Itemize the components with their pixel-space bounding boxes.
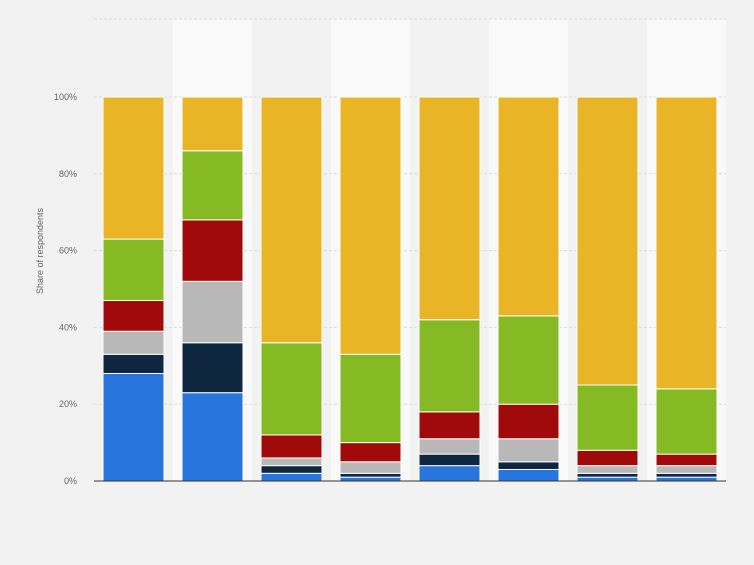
bar-segment[interactable] [497, 96, 560, 317]
y-tick-label: 60% [59, 246, 77, 256]
y-tick-label: 80% [59, 169, 77, 179]
bar-segment[interactable] [102, 300, 165, 332]
bar-segment[interactable] [181, 96, 244, 152]
bar-segment[interactable] [181, 342, 244, 394]
bar-segment[interactable] [260, 472, 323, 482]
bar-segment[interactable] [102, 330, 165, 355]
bar-segment[interactable] [339, 472, 402, 478]
bar-segment[interactable] [655, 388, 718, 455]
bar-segment[interactable] [418, 438, 481, 455]
bar-segment[interactable] [102, 96, 165, 240]
bar-segment[interactable] [497, 315, 560, 405]
y-axis-label: Share of respondents [35, 207, 45, 294]
bar-segment[interactable] [576, 449, 639, 467]
bar-segment[interactable] [260, 465, 323, 474]
bar-segment[interactable] [418, 319, 481, 413]
bar-segment[interactable] [418, 465, 481, 482]
bar-segment[interactable] [181, 392, 244, 482]
bar-segment[interactable] [655, 476, 718, 482]
bar-segment[interactable] [181, 150, 244, 221]
bar-segment[interactable] [339, 353, 402, 444]
bar-segment[interactable] [576, 472, 639, 478]
y-tick-label: 100% [54, 92, 77, 102]
bar-segment[interactable] [418, 96, 481, 321]
bar-segment[interactable] [497, 403, 560, 440]
bar-segment[interactable] [655, 96, 718, 390]
bar-segment[interactable] [418, 411, 481, 440]
bar-segment[interactable] [181, 280, 244, 344]
bar-segment[interactable] [260, 342, 323, 436]
y-tick-label: 20% [59, 399, 77, 409]
bar-segment[interactable] [260, 457, 323, 467]
y-axis-ticks: 0% 20% 40% 60% 80% 100% [54, 92, 77, 486]
bar-segment[interactable] [576, 465, 639, 474]
bar-segment[interactable] [260, 434, 323, 459]
bar-segment[interactable] [339, 442, 402, 463]
bar-segment[interactable] [339, 96, 402, 355]
bar-segment[interactable] [102, 238, 165, 302]
bar-segment[interactable] [576, 476, 639, 482]
bar-segment[interactable] [181, 219, 244, 282]
bar-segment[interactable] [497, 461, 560, 470]
bar-segment[interactable] [339, 476, 402, 482]
y-tick-label: 0% [64, 476, 77, 486]
bar-segment[interactable] [102, 353, 165, 374]
bar-segment[interactable] [497, 468, 560, 482]
bar-segment[interactable] [497, 438, 560, 463]
bar-segment[interactable] [418, 453, 481, 467]
bar-segment[interactable] [655, 453, 718, 467]
y-tick-label: 40% [59, 322, 77, 332]
bar-segment[interactable] [655, 472, 718, 478]
bars [102, 96, 718, 482]
bar-segment[interactable] [339, 461, 402, 474]
bar-segment[interactable] [576, 96, 639, 386]
bar-segment[interactable] [260, 96, 323, 344]
bar-segment[interactable] [655, 465, 718, 474]
bar-segment[interactable] [102, 372, 165, 482]
bar-segment[interactable] [576, 384, 639, 451]
